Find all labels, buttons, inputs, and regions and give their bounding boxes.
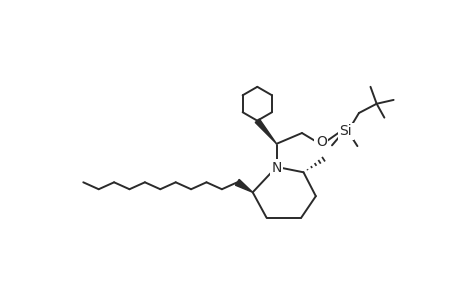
Polygon shape	[235, 179, 252, 192]
Text: Si: Si	[339, 124, 352, 139]
Text: N: N	[271, 161, 281, 175]
Polygon shape	[255, 119, 276, 144]
Text: O: O	[315, 135, 326, 149]
